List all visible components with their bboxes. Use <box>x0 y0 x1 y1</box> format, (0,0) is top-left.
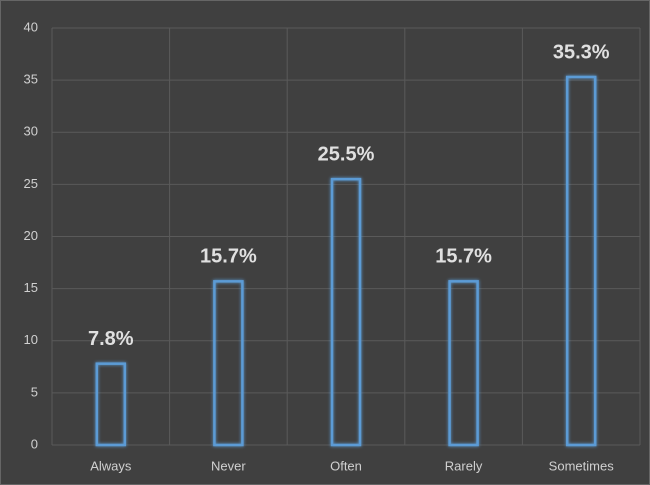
bar <box>95 362 127 447</box>
y-tick-label: 40 <box>24 19 38 34</box>
y-tick-label: 0 <box>31 436 38 451</box>
x-tick-label: Always <box>90 458 132 473</box>
y-tick-label: 10 <box>24 332 38 347</box>
value-label: 25.5% <box>318 143 375 165</box>
x-tick-label: Sometimes <box>549 458 615 473</box>
y-tick-label: 30 <box>24 124 38 139</box>
value-label: 7.8% <box>88 328 134 350</box>
x-tick-label: Never <box>211 458 246 473</box>
x-tick-label: Rarely <box>445 458 483 473</box>
value-label: 35.3% <box>553 41 610 63</box>
bar <box>330 177 362 447</box>
value-label: 15.7% <box>435 246 492 268</box>
value-label: 15.7% <box>200 246 257 268</box>
bar <box>213 280 244 447</box>
bar <box>565 75 597 447</box>
y-tick-label: 20 <box>24 228 38 243</box>
y-tick-label: 5 <box>31 384 38 399</box>
y-tick-label: 15 <box>24 280 38 295</box>
bar <box>448 280 479 447</box>
y-tick-label: 35 <box>24 72 38 87</box>
x-tick-label: Often <box>330 458 362 473</box>
y-tick-label: 25 <box>24 176 38 191</box>
